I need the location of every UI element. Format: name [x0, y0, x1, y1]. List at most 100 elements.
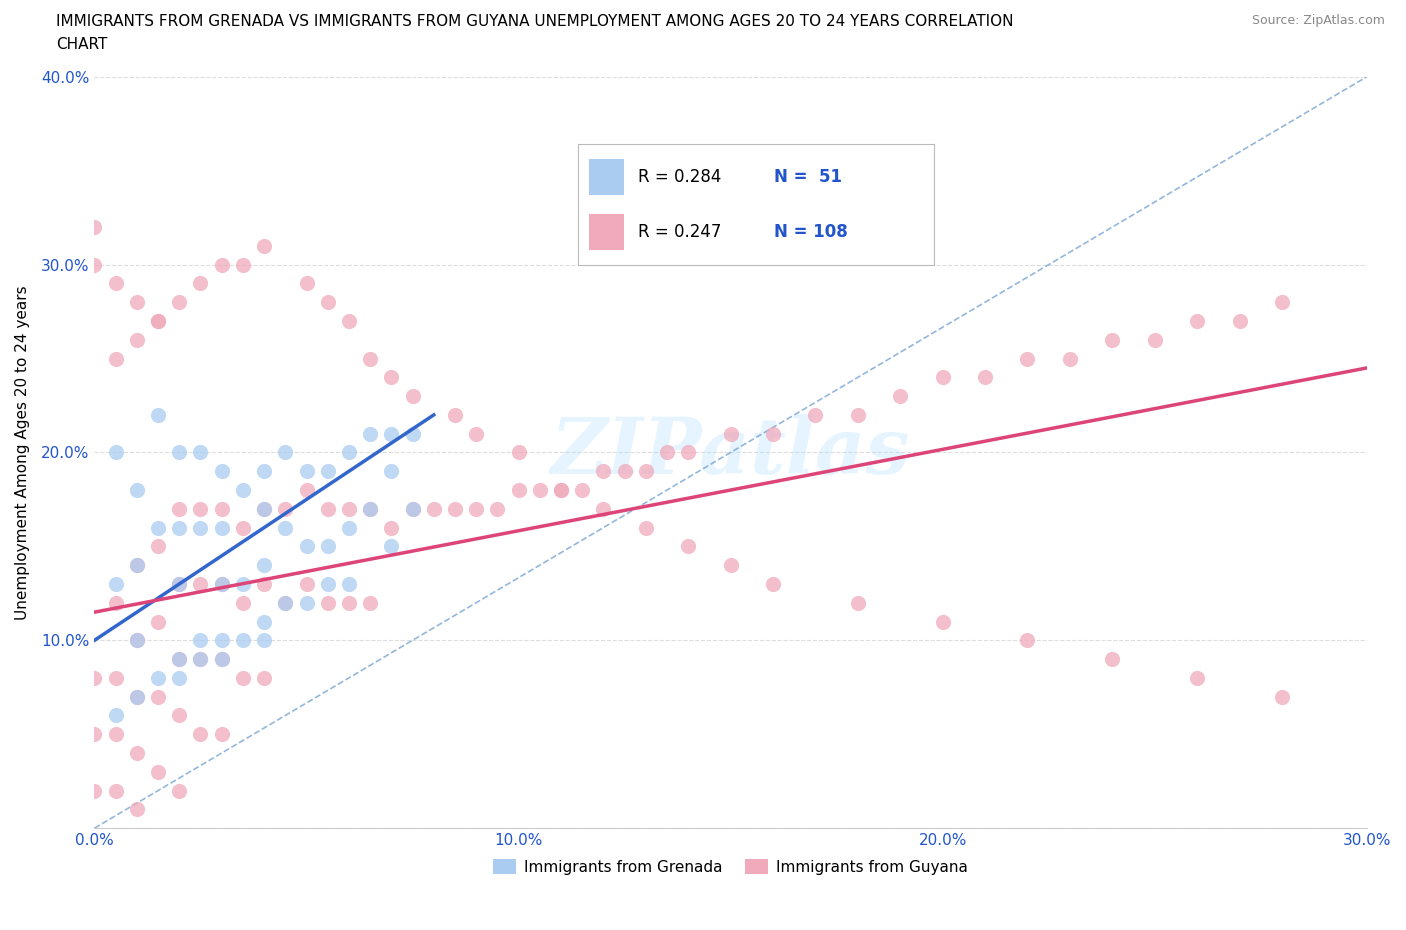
Point — [676, 539, 699, 554]
Point — [316, 501, 339, 516]
Point — [169, 501, 191, 516]
Point — [83, 671, 105, 685]
Point — [359, 595, 381, 610]
Point — [720, 558, 742, 573]
Point — [359, 426, 381, 441]
Point — [1271, 689, 1294, 704]
Point — [190, 520, 212, 535]
Point — [211, 520, 233, 535]
Point — [274, 501, 297, 516]
Point — [146, 313, 169, 328]
Point — [190, 633, 212, 648]
Point — [401, 501, 423, 516]
Point — [274, 595, 297, 610]
Point — [146, 614, 169, 629]
Point — [211, 577, 233, 591]
Point — [359, 501, 381, 516]
Text: CHART: CHART — [56, 37, 108, 52]
Point — [104, 445, 127, 460]
Point — [444, 407, 467, 422]
Point — [295, 577, 318, 591]
Point — [380, 520, 402, 535]
Point — [125, 802, 148, 817]
Point — [83, 726, 105, 741]
Point — [83, 783, 105, 798]
Point — [655, 445, 678, 460]
Point — [125, 483, 148, 498]
Point — [232, 577, 254, 591]
Point — [508, 445, 530, 460]
Point — [380, 426, 402, 441]
Point — [1059, 352, 1081, 366]
Point — [359, 501, 381, 516]
Point — [486, 501, 509, 516]
Point — [337, 313, 360, 328]
Point — [316, 539, 339, 554]
Point — [146, 313, 169, 328]
Point — [211, 464, 233, 479]
Point — [1143, 332, 1166, 347]
Point — [125, 746, 148, 761]
Point — [125, 633, 148, 648]
Point — [211, 652, 233, 667]
Point — [592, 501, 614, 516]
Point — [1185, 313, 1208, 328]
Point — [211, 726, 233, 741]
Point — [104, 783, 127, 798]
Point — [889, 389, 911, 404]
Point — [83, 219, 105, 234]
Point — [232, 633, 254, 648]
Point — [211, 501, 233, 516]
Point — [1185, 671, 1208, 685]
Point — [1271, 295, 1294, 310]
Point — [274, 445, 297, 460]
Point — [146, 539, 169, 554]
Point — [169, 520, 191, 535]
Point — [1101, 652, 1123, 667]
Point — [401, 389, 423, 404]
Point — [762, 577, 785, 591]
Point — [359, 352, 381, 366]
Point — [190, 652, 212, 667]
Point — [550, 483, 572, 498]
Point — [634, 520, 657, 535]
Point — [846, 407, 869, 422]
Point — [253, 577, 276, 591]
Point — [380, 464, 402, 479]
Point — [125, 689, 148, 704]
Point — [1017, 633, 1039, 648]
Point — [232, 258, 254, 272]
Point — [316, 464, 339, 479]
Point — [337, 595, 360, 610]
Point — [444, 501, 467, 516]
Text: ZIPatlas: ZIPatlas — [551, 414, 910, 491]
Point — [125, 558, 148, 573]
Point — [190, 652, 212, 667]
Point — [380, 370, 402, 385]
Point — [720, 426, 742, 441]
Point — [232, 671, 254, 685]
Point — [211, 633, 233, 648]
Point — [125, 332, 148, 347]
Point — [146, 689, 169, 704]
Point — [104, 352, 127, 366]
Point — [190, 726, 212, 741]
Point — [104, 595, 127, 610]
Point — [274, 595, 297, 610]
Point — [104, 671, 127, 685]
Point — [295, 464, 318, 479]
Point — [337, 520, 360, 535]
Point — [169, 577, 191, 591]
Point — [337, 577, 360, 591]
Point — [169, 708, 191, 723]
Point — [253, 633, 276, 648]
Point — [125, 558, 148, 573]
Point — [295, 483, 318, 498]
Point — [211, 577, 233, 591]
Point — [337, 501, 360, 516]
Point — [550, 483, 572, 498]
Point — [125, 689, 148, 704]
Point — [190, 276, 212, 291]
Point — [571, 483, 593, 498]
Point — [190, 445, 212, 460]
